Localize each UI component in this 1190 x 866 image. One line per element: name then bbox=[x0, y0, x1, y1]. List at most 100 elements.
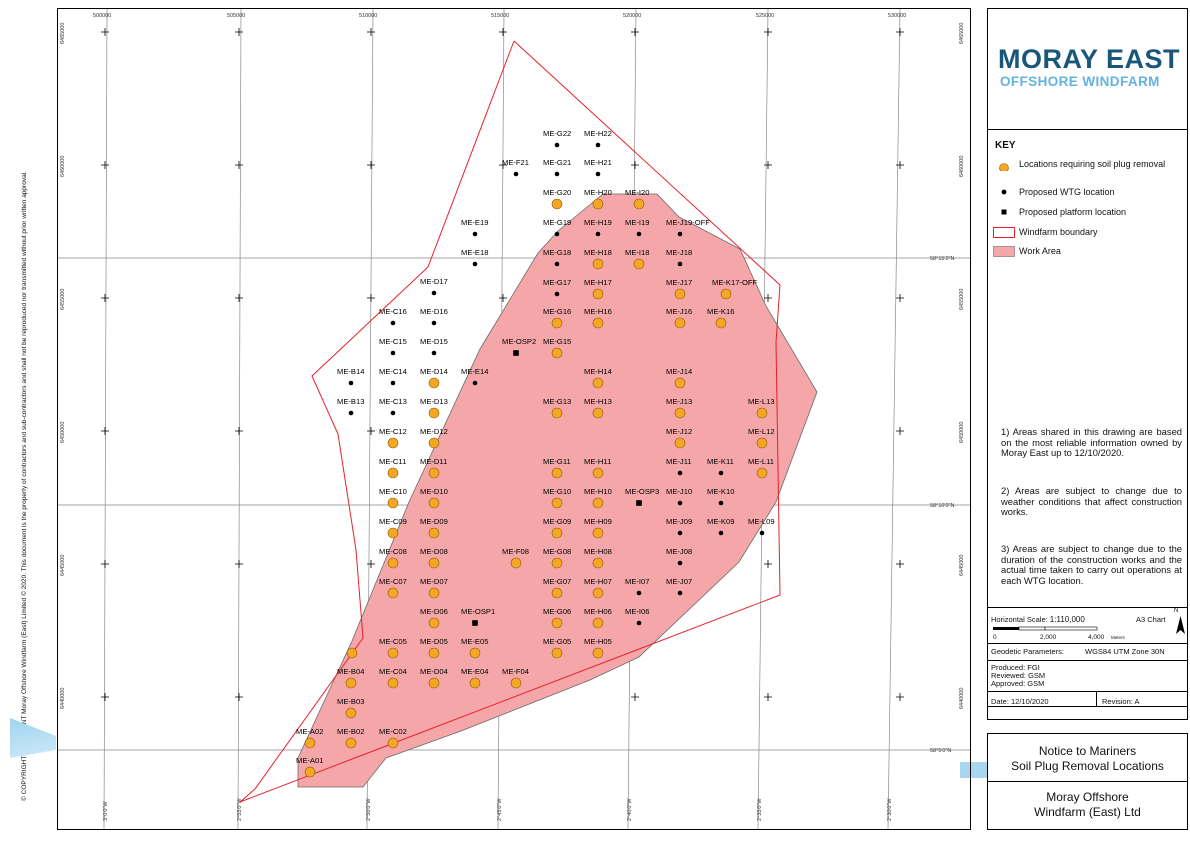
wtg-marker-me-g18[interactable] bbox=[554, 261, 560, 267]
soil-plug-marker-me-g11[interactable] bbox=[551, 467, 563, 479]
map-frame[interactable]: 500000 505000 510000 515000 520000 525000 5300… bbox=[57, 8, 971, 830]
wtg-marker-me-i06[interactable] bbox=[636, 620, 642, 626]
wtg-marker-me-k09[interactable] bbox=[718, 530, 724, 536]
soil-plug-marker-me-j14[interactable] bbox=[674, 377, 686, 389]
soil-plug-marker-me-g09[interactable] bbox=[551, 527, 563, 539]
wtg-marker-me-d17[interactable] bbox=[431, 290, 437, 296]
soil-plug-marker-me-c08[interactable] bbox=[387, 557, 399, 569]
soil-plug-marker-me-k17-off[interactable] bbox=[720, 288, 732, 300]
soil-plug-marker-me-h16[interactable] bbox=[592, 317, 604, 329]
wtg-marker-me-g19[interactable] bbox=[554, 231, 560, 237]
soil-plug-marker-me-d07[interactable] bbox=[428, 587, 440, 599]
soil-plug-marker-me-d10[interactable] bbox=[428, 497, 440, 509]
soil-plug-marker-me-c12[interactable] bbox=[387, 437, 399, 449]
soil-plug-marker-me-c09[interactable] bbox=[387, 527, 399, 539]
soil-plug-marker-me-d08[interactable] bbox=[428, 557, 440, 569]
soil-plug-marker-me-d04[interactable] bbox=[428, 677, 440, 689]
soil-plug-marker-me-f04[interactable] bbox=[510, 677, 522, 689]
wtg-marker-me-e18[interactable] bbox=[472, 261, 478, 267]
map-canvas[interactable]: 500000 505000 510000 515000 520000 525000 5300… bbox=[58, 9, 970, 829]
soil-plug-marker-me-h17[interactable] bbox=[592, 288, 604, 300]
soil-plug-marker-me-c10[interactable] bbox=[387, 497, 399, 509]
soil-plug-marker-me-h06[interactable] bbox=[592, 617, 604, 629]
soil-plug-marker-me-j12[interactable] bbox=[674, 437, 686, 449]
soil-plug-marker-me-c11[interactable] bbox=[387, 467, 399, 479]
soil-plug-marker-me-d11[interactable] bbox=[428, 467, 440, 479]
wtg-marker-me-h19[interactable] bbox=[595, 231, 601, 237]
soil-plug-marker-me-a02[interactable] bbox=[304, 737, 316, 749]
soil-plug-marker-me-f08[interactable] bbox=[510, 557, 522, 569]
wtg-marker-me-l09[interactable] bbox=[759, 530, 765, 536]
wtg-marker-me-j09[interactable] bbox=[677, 530, 683, 536]
wtg-marker-me-j10[interactable] bbox=[677, 500, 683, 506]
soil-plug-marker-me-d13[interactable] bbox=[428, 407, 440, 419]
soil-plug-marker-me-c05[interactable] bbox=[387, 647, 399, 659]
wtg-marker-me-j08[interactable] bbox=[677, 560, 683, 566]
wtg-marker-me-g22[interactable] bbox=[554, 142, 560, 148]
soil-plug-marker-me-g13[interactable] bbox=[551, 407, 563, 419]
soil-plug-marker-me-d09[interactable] bbox=[428, 527, 440, 539]
wtg-marker-me-c15[interactable] bbox=[390, 350, 396, 356]
wtg-marker-me-b14[interactable] bbox=[348, 380, 354, 386]
soil-plug-marker-me-e04[interactable] bbox=[469, 677, 481, 689]
wtg-marker-me-h22[interactable] bbox=[595, 142, 601, 148]
soil-plug-marker-me-i20[interactable] bbox=[633, 198, 645, 210]
soil-plug-marker-me-g08[interactable] bbox=[551, 557, 563, 569]
soil-plug-marker-me-e05[interactable] bbox=[469, 647, 481, 659]
soil-plug-marker-me-g10[interactable] bbox=[551, 497, 563, 509]
soil-plug-marker-me-g15[interactable] bbox=[551, 347, 563, 359]
soil-plug-marker-me-g07[interactable] bbox=[551, 587, 563, 599]
soil-plug-marker-me-h20[interactable] bbox=[592, 198, 604, 210]
soil-plug-marker[interactable] bbox=[346, 647, 358, 659]
soil-plug-marker-me-g05[interactable] bbox=[551, 647, 563, 659]
soil-plug-marker-me-h10[interactable] bbox=[592, 497, 604, 509]
wtg-marker-me-j18[interactable] bbox=[677, 261, 683, 267]
wtg-marker-me-j19-off[interactable] bbox=[677, 231, 683, 237]
soil-plug-marker-me-j13[interactable] bbox=[674, 407, 686, 419]
soil-plug-marker-me-i18[interactable] bbox=[633, 258, 645, 270]
wtg-marker-me-k11[interactable] bbox=[718, 470, 724, 476]
wtg-marker-me-d15[interactable] bbox=[431, 350, 437, 356]
soil-plug-marker-me-c07[interactable] bbox=[387, 587, 399, 599]
soil-plug-marker-me-h05[interactable] bbox=[592, 647, 604, 659]
platform-marker-me-osp2[interactable] bbox=[513, 350, 519, 356]
soil-plug-marker-me-b04[interactable] bbox=[345, 677, 357, 689]
soil-plug-marker-me-h14[interactable] bbox=[592, 377, 604, 389]
wtg-marker-me-d16[interactable] bbox=[431, 320, 437, 326]
soil-plug-marker-me-d14[interactable] bbox=[428, 377, 440, 389]
soil-plug-marker-me-l12[interactable] bbox=[756, 437, 768, 449]
wtg-marker-me-j07[interactable] bbox=[677, 590, 683, 596]
soil-plug-marker-me-j17[interactable] bbox=[674, 288, 686, 300]
soil-plug-marker-me-l11[interactable] bbox=[756, 467, 768, 479]
soil-plug-marker-me-h18[interactable] bbox=[592, 258, 604, 270]
soil-plug-marker-me-b03[interactable] bbox=[345, 707, 357, 719]
wtg-marker-me-h21[interactable] bbox=[595, 171, 601, 177]
wtg-marker-me-c13[interactable] bbox=[390, 410, 396, 416]
soil-plug-marker-me-h11[interactable] bbox=[592, 467, 604, 479]
wtg-marker-me-e14[interactable] bbox=[472, 380, 478, 386]
wtg-marker-me-g21[interactable] bbox=[554, 171, 560, 177]
wtg-marker-me-c16[interactable] bbox=[390, 320, 396, 326]
wtg-marker-me-c14[interactable] bbox=[390, 380, 396, 386]
soil-plug-marker-me-b02[interactable] bbox=[345, 737, 357, 749]
wtg-marker-me-e19[interactable] bbox=[472, 231, 478, 237]
platform-marker-me-osp3[interactable] bbox=[636, 500, 642, 506]
wtg-marker-me-f21[interactable] bbox=[513, 171, 519, 177]
soil-plug-marker-me-d05[interactable] bbox=[428, 647, 440, 659]
wtg-marker-me-i07[interactable] bbox=[636, 590, 642, 596]
soil-plug-marker-me-g06[interactable] bbox=[551, 617, 563, 629]
soil-plug-marker-me-a01[interactable] bbox=[304, 766, 316, 778]
soil-plug-marker-me-c02[interactable] bbox=[387, 737, 399, 749]
soil-plug-marker-me-d06[interactable] bbox=[428, 617, 440, 629]
soil-plug-marker-me-h13[interactable] bbox=[592, 407, 604, 419]
wtg-marker-me-i19[interactable] bbox=[636, 231, 642, 237]
platform-marker-me-osp1[interactable] bbox=[472, 620, 478, 626]
soil-plug-marker-me-h07[interactable] bbox=[592, 587, 604, 599]
soil-plug-marker-me-h09[interactable] bbox=[592, 527, 604, 539]
wtg-marker-me-j11[interactable] bbox=[677, 470, 683, 476]
soil-plug-marker-me-j16[interactable] bbox=[674, 317, 686, 329]
soil-plug-marker-me-h08[interactable] bbox=[592, 557, 604, 569]
soil-plug-marker-me-g16[interactable] bbox=[551, 317, 563, 329]
soil-plug-marker-me-c04[interactable] bbox=[387, 677, 399, 689]
wtg-marker-me-k10[interactable] bbox=[718, 500, 724, 506]
